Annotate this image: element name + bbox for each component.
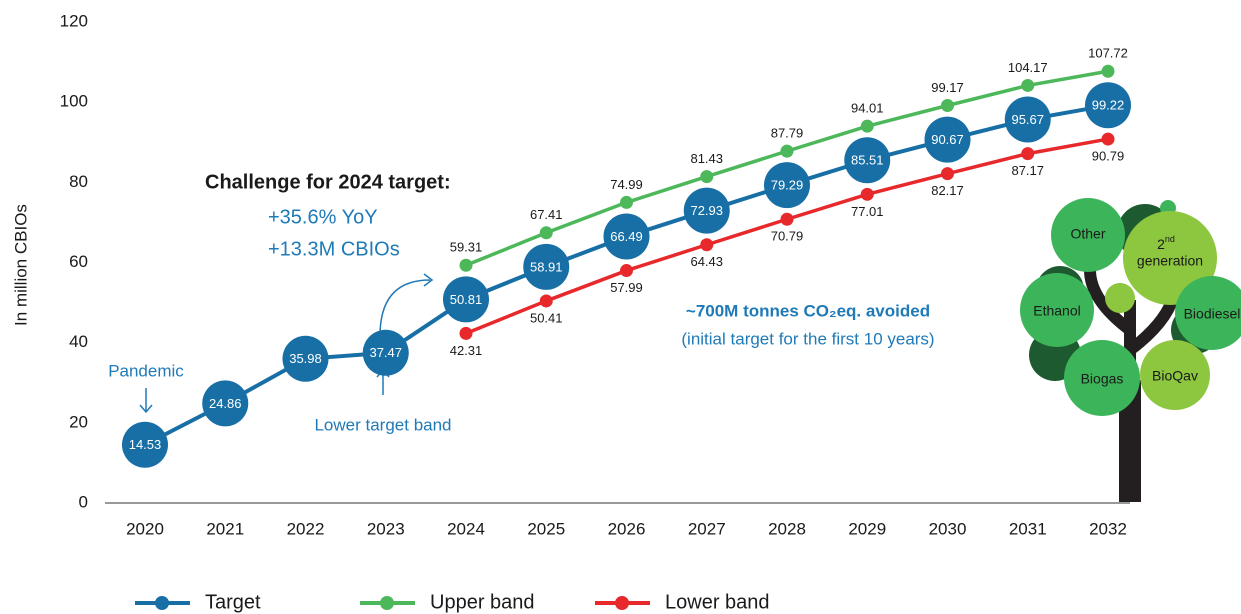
annotation: (initial target for the first 10 years) — [681, 329, 934, 348]
point — [460, 327, 473, 340]
y-tick-label: 0 — [79, 492, 88, 511]
data-label: 87.17 — [1011, 163, 1044, 178]
tree-label: Other — [1070, 226, 1105, 242]
point — [540, 294, 553, 307]
y-tick-label: 60 — [69, 252, 88, 271]
data-label: 79.29 — [771, 178, 804, 193]
point — [941, 99, 954, 112]
point — [460, 259, 473, 272]
point — [1102, 65, 1115, 78]
point — [540, 226, 553, 239]
point — [861, 120, 874, 133]
x-tick-label: 2022 — [287, 519, 325, 538]
data-label: 64.43 — [690, 254, 723, 269]
point — [1021, 79, 1034, 92]
data-label: 67.41 — [530, 207, 563, 222]
legend-marker — [380, 596, 394, 610]
arrow — [140, 388, 152, 412]
y-tick-label: 80 — [69, 172, 88, 191]
x-tick-label: 2029 — [848, 519, 886, 538]
data-label: 24.86 — [209, 396, 242, 411]
data-label: 57.99 — [610, 280, 643, 295]
y-tick-label: 120 — [60, 11, 88, 30]
annotation: Pandemic — [108, 361, 184, 380]
x-tick-label: 2020 — [126, 519, 164, 538]
x-tick-label: 2023 — [367, 519, 405, 538]
x-tick-label: 2030 — [929, 519, 967, 538]
y-tick-label: 20 — [69, 412, 88, 431]
point — [1021, 147, 1034, 160]
data-label: 59.31 — [450, 240, 483, 255]
legend-label: Upper band — [430, 591, 535, 613]
point — [861, 188, 874, 201]
data-label: 99.22 — [1092, 98, 1125, 113]
data-label: 81.43 — [690, 151, 723, 166]
y-axis-label: In million CBIOs — [11, 204, 30, 326]
data-label: 107.72 — [1088, 46, 1128, 61]
annotation: +35.6% YoY — [268, 206, 378, 228]
point — [781, 213, 794, 226]
data-label: 82.17 — [931, 183, 964, 198]
point — [620, 264, 633, 277]
point — [941, 167, 954, 180]
data-label: 58.91 — [530, 259, 563, 274]
point — [781, 145, 794, 158]
tree-label: Biogas — [1081, 371, 1124, 387]
data-label: 99.17 — [931, 80, 964, 95]
data-label: 42.31 — [450, 343, 483, 358]
point — [1102, 133, 1115, 146]
tree-label: generation — [1137, 253, 1203, 269]
x-tick-label: 2028 — [768, 519, 806, 538]
data-label: 90.67 — [931, 132, 964, 147]
tree-label: Biodiesel — [1184, 306, 1241, 322]
legend-marker — [155, 596, 169, 610]
leaf — [1105, 283, 1135, 313]
y-tick-label: 100 — [60, 92, 88, 111]
x-tick-label: 2032 — [1089, 519, 1127, 538]
tree-illustration: Other 2nd generation Ethanol Biodiesel B… — [1020, 198, 1241, 502]
y-tick-label: 40 — [69, 332, 88, 351]
x-tick-label: 2021 — [206, 519, 244, 538]
tree-label: Ethanol — [1033, 303, 1080, 319]
data-label: 74.99 — [610, 177, 643, 192]
tree-label: BioQav — [1152, 368, 1198, 384]
data-label: 70.79 — [771, 229, 804, 244]
data-label: 104.17 — [1008, 60, 1048, 75]
x-tick-label: 2024 — [447, 519, 485, 538]
x-tick-label: 2027 — [688, 519, 726, 538]
legend-label: Lower band — [665, 591, 770, 613]
x-tick-label: 2026 — [608, 519, 646, 538]
data-label: 66.49 — [610, 229, 643, 244]
data-label: 90.79 — [1092, 149, 1125, 164]
point — [700, 238, 713, 251]
annotation: ~700M tonnes CO₂eq. avoided — [686, 301, 930, 320]
data-label: 77.01 — [851, 204, 884, 219]
tree-label: 2 — [1157, 236, 1165, 252]
data-label: 95.67 — [1011, 112, 1044, 127]
point — [700, 170, 713, 183]
annotation: +13.3M CBIOs — [268, 238, 400, 260]
legend-label: Target — [205, 591, 261, 613]
data-label: 35.98 — [289, 351, 322, 366]
data-label: 72.93 — [690, 203, 723, 218]
data-label: 87.79 — [771, 126, 804, 141]
legend-marker — [615, 596, 629, 610]
data-label: 50.81 — [450, 292, 483, 307]
chart: Other 2nd generation Ethanol Biodiesel B… — [0, 0, 1241, 614]
point — [620, 196, 633, 209]
annotation: Challenge for 2024 target: — [205, 171, 451, 193]
data-label: 94.01 — [851, 101, 884, 116]
x-tick-label: 2031 — [1009, 519, 1047, 538]
tree-label: nd — [1165, 234, 1175, 244]
data-label: 50.41 — [530, 310, 563, 325]
data-label: 14.53 — [129, 437, 162, 452]
x-tick-label: 2025 — [527, 519, 565, 538]
data-label: 37.47 — [369, 345, 402, 360]
annotation: Lower target band — [314, 415, 451, 434]
data-label: 85.51 — [851, 153, 884, 168]
